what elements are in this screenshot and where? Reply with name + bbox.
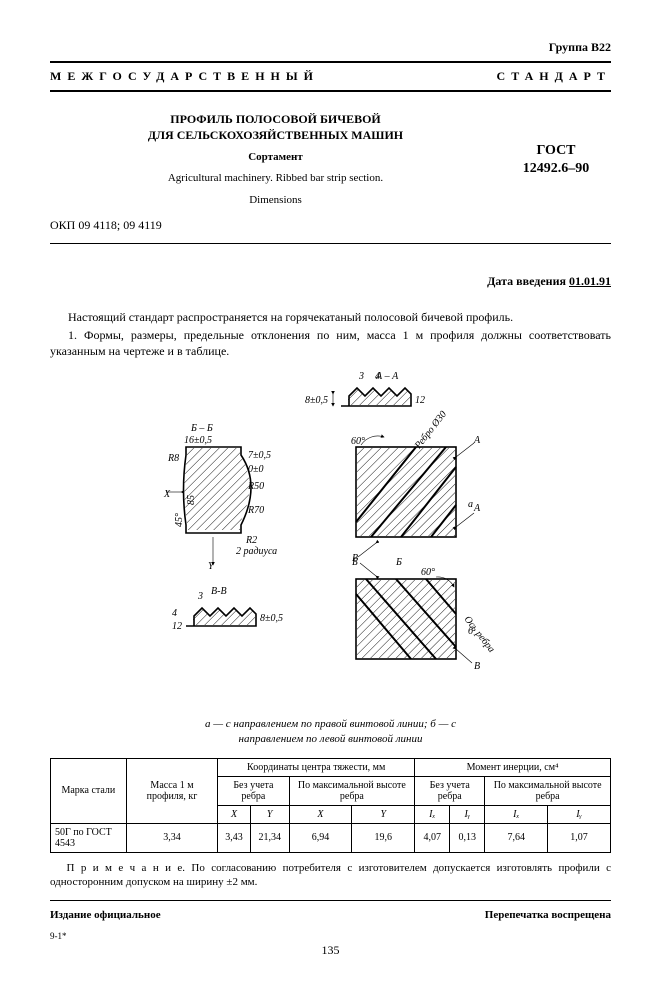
cell-ix2: 7,64	[485, 823, 548, 852]
svg-text:8±0,5: 8±0,5	[260, 613, 283, 624]
th-max-rib-2: По максимальной высоте ребра	[485, 776, 611, 805]
rule-footer	[50, 900, 611, 901]
th-max-rib-1: По максимальной высоте ребра	[289, 776, 415, 805]
intro-date-value: 01.01.91	[569, 274, 611, 288]
eng-line2: Dimensions	[50, 193, 501, 207]
cell-mass: 3,34	[126, 823, 217, 852]
svg-text:R50: R50	[247, 481, 264, 492]
svg-text:7±0,5: 7±0,5	[248, 450, 271, 461]
th-mass: Масса 1 м профиля, кг	[126, 758, 217, 823]
subtitle: Сортамент	[50, 151, 501, 163]
svg-text:60°: 60°	[421, 567, 435, 578]
svg-text:60°: 60°	[351, 436, 365, 447]
svg-text:Y: Y	[208, 561, 215, 572]
th-group-inertia: Момент инерции, см⁴	[415, 758, 611, 776]
group-label: Группа В22	[50, 40, 611, 55]
svg-text:45°: 45°	[174, 513, 185, 527]
svg-text:12: 12	[415, 395, 425, 406]
th-x1: X	[218, 805, 251, 823]
cell-ix1: 4,07	[415, 823, 450, 852]
th-y2: Y	[352, 805, 415, 823]
svg-text:R70: R70	[247, 505, 264, 516]
svg-text:0±0: 0±0	[248, 464, 264, 475]
intro-date: Дата введения 01.01.91	[50, 274, 611, 289]
svg-text:В: В	[474, 661, 480, 672]
th-mark: Марка стали	[51, 758, 127, 823]
th-y1: Y	[250, 805, 289, 823]
paragraph-2: 1. Формы, размеры, предельные отклонения…	[50, 327, 611, 359]
svg-text:R2: R2	[245, 535, 257, 546]
label-section-vv: В-В	[211, 586, 227, 597]
cell-x1: 3,43	[218, 823, 251, 852]
th-iy2: Iᵧ	[548, 805, 611, 823]
svg-text:2 радиуса: 2 радиуса	[236, 546, 277, 557]
rule-top-2	[50, 90, 611, 92]
eng-line1: Agricultural machinery. Ribbed bar strip…	[50, 171, 501, 185]
th-ix2: Iₓ	[485, 805, 548, 823]
paragraph-1: Настоящий стандарт распространяется на г…	[50, 309, 611, 325]
footer-row: Издание официальное Перепечатка воспреще…	[50, 909, 611, 921]
svg-text:а: а	[468, 499, 473, 510]
okp-codes: ОКП 09 4118; 09 4119	[50, 218, 611, 233]
svg-text:А: А	[473, 435, 481, 446]
note-text: П р и м е ч а н и е. По согласованию пот…	[50, 861, 611, 890]
gost-number: 12492.6–90	[501, 160, 611, 178]
th-ix1: Iₓ	[415, 805, 450, 823]
interstate-standard-label: МЕЖГОСУДАРСТВЕННЫЙ СТАНДАРТ	[50, 65, 611, 88]
svg-text:А: А	[473, 503, 481, 514]
gost-block: ГОСТ 12492.6–90	[501, 112, 611, 178]
svg-text:4: 4	[172, 608, 177, 619]
rule-mid	[50, 243, 611, 244]
header-left: ПРОФИЛЬ ПОЛОСОВОЙ БИЧЕВОЙ ДЛЯ СЕЛЬСКОХОЗ…	[50, 112, 501, 208]
cell-iy2: 1,07	[548, 823, 611, 852]
figure-caption: а — с направлением по правой винтовой ли…	[50, 717, 611, 746]
footer-right: Перепечатка воспрещена	[485, 909, 611, 921]
header-block: ПРОФИЛЬ ПОЛОСОВОЙ БИЧЕВОЙ ДЛЯ СЕЛЬСКОХОЗ…	[50, 112, 611, 208]
footer-left: Издание официальное	[50, 909, 161, 921]
svg-text:3: 3	[197, 591, 203, 602]
th-no-rib-1: Без учета ребра	[218, 776, 289, 805]
svg-text:Ось ребра: Ось ребра	[461, 614, 496, 655]
cell-y2: 19,6	[352, 823, 415, 852]
cell-y1: 21,34	[250, 823, 289, 852]
svg-text:8±0,5: 8±0,5	[305, 395, 328, 406]
svg-text:R8: R8	[167, 453, 179, 464]
th-iy1: Iᵧ	[450, 805, 485, 823]
svg-text:16±0,5: 16±0,5	[184, 435, 212, 446]
cell-mark: 50Г по ГОСТ 4543	[51, 823, 127, 852]
properties-table: Марка стали Масса 1 м профиля, кг Коорди…	[50, 758, 611, 853]
svg-text:Ребро Ø30: Ребро Ø30	[412, 409, 449, 452]
svg-text:85: 85	[186, 495, 197, 505]
svg-text:3: 3	[358, 371, 364, 382]
gost-label: ГОСТ	[501, 142, 611, 160]
table-row: 50Г по ГОСТ 4543 3,34 3,43 21,34 6,94 19…	[51, 823, 611, 852]
svg-text:12: 12	[172, 621, 182, 632]
intro-date-label: Дата введения	[487, 274, 569, 288]
rule-top-1	[50, 61, 611, 63]
label-section-bb: Б – Б	[190, 423, 213, 434]
page-number: 135	[50, 943, 611, 958]
technical-drawing-figure: .ln{stroke:#000;stroke-width:1;fill:none…	[156, 369, 506, 709]
th-no-rib-2: Без учета ребра	[415, 776, 485, 805]
title-line1: ПРОФИЛЬ ПОЛОСОВОЙ БИЧЕВОЙ	[50, 112, 501, 128]
th-group-coords: Координаты центра тяжести, мм	[218, 758, 415, 776]
th-x2: X	[289, 805, 352, 823]
svg-text:Б: Б	[395, 557, 402, 568]
title-line2: ДЛЯ СЕЛЬСКОХОЗЯЙСТВЕННЫХ МАШИН	[50, 128, 501, 144]
svg-text:В: В	[352, 553, 358, 564]
page-root: Группа В22 МЕЖГОСУДАРСТВЕННЫЙ СТАНДАРТ П…	[0, 0, 661, 988]
cell-x2: 6,94	[289, 823, 352, 852]
cell-iy1: 0,13	[450, 823, 485, 852]
svg-text:X: X	[163, 489, 171, 500]
svg-text:4: 4	[375, 371, 380, 382]
